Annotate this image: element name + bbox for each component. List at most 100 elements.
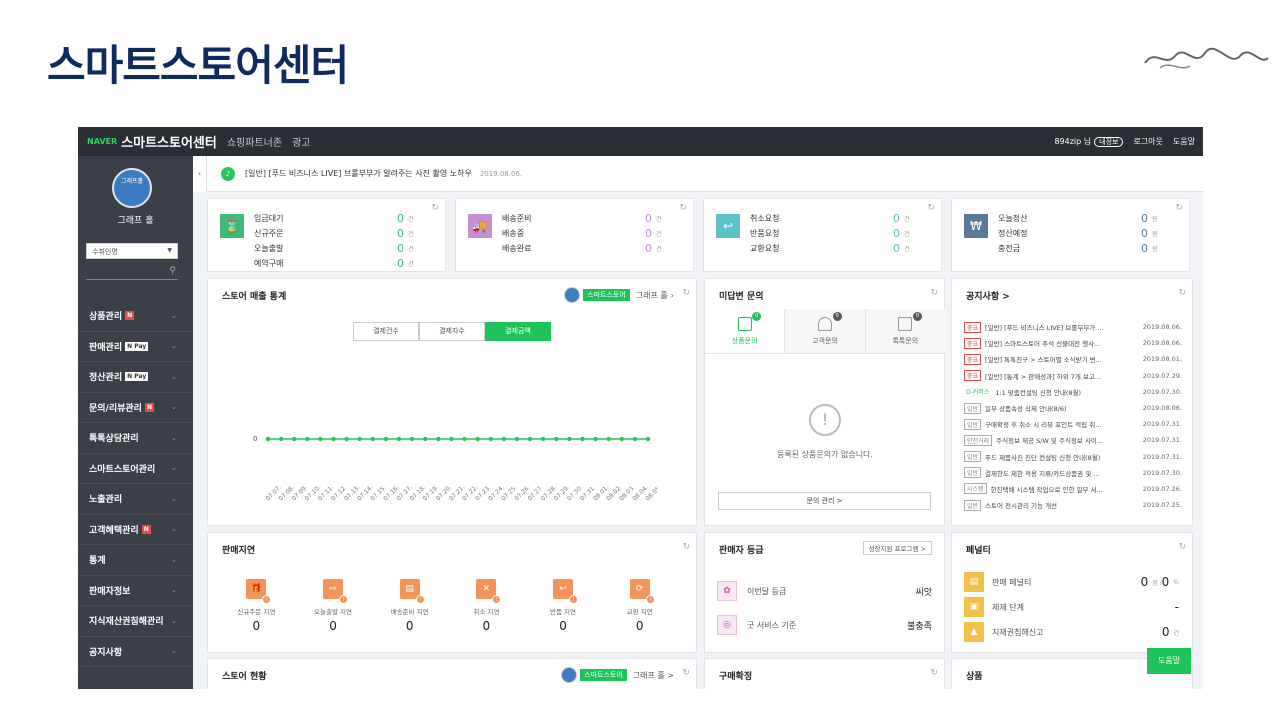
- logout-link[interactable]: 로그아웃: [1133, 137, 1163, 146]
- sidebar-item[interactable]: 판매관리 N Pay ⌄: [78, 332, 193, 362]
- stat-row[interactable]: 입금대기 0 건: [254, 212, 414, 225]
- sidebar-item[interactable]: 고객혜택관리 N ⌄: [78, 515, 193, 545]
- shop-select[interactable]: 그래프 홀: [635, 290, 668, 300]
- tab-talktalk-inquiry[interactable]: 0 톡톡문의: [864, 309, 945, 353]
- refresh-icon[interactable]: ↻: [1178, 288, 1186, 298]
- notice-item[interactable]: 일반 결제한도 제한 적용 지류/카드상품권 및 ... 2019.07.30.: [964, 465, 1182, 481]
- stat-row[interactable]: 정산예정 0 원: [998, 227, 1158, 240]
- search-icon[interactable]: ⚲: [169, 266, 176, 276]
- bell-icon: ♪: [221, 166, 235, 181]
- sanction-stage-row: ▣ 제재 단계 -: [964, 596, 1179, 618]
- sidebar-item-label: 스마트스토어관리: [89, 464, 156, 475]
- growth-program-button[interactable]: 성장지원 프로그램 >: [862, 541, 932, 555]
- data-point: [383, 436, 389, 442]
- delay-item[interactable]: ⇨! 오늘출발 지연 0: [295, 579, 372, 633]
- data-point: [449, 436, 454, 442]
- delay-item[interactable]: ✕! 취소 지연 0: [448, 579, 525, 633]
- sidebar-item[interactable]: 상품관리 N ⌄: [78, 301, 193, 332]
- sidebar-item[interactable]: 노출관리 ⌄: [78, 484, 193, 515]
- notice-item[interactable]: 일반 일부 상품속성 삭제 안내(8/6) 2019.08.06.: [964, 400, 1182, 416]
- store-status-title: 스토어 현황: [222, 672, 267, 682]
- refresh-icon[interactable]: ↻: [682, 542, 690, 552]
- avatar[interactable]: 그래프홀: [112, 168, 152, 208]
- delay-item[interactable]: ▤! 배송준비 지연 0: [371, 579, 448, 633]
- notice-item[interactable]: 중요 [일반] [푸드 비즈니스 LIVE] 브롤부부가 ... 2019.08.0…: [964, 319, 1182, 335]
- qna-title: 미답변 문의: [719, 292, 764, 302]
- sidebar-collapse-button[interactable]: ‹: [193, 156, 207, 192]
- notice-title: 한진택배 시스템 작업으로 인한 일부 서...: [990, 485, 1103, 494]
- notice-title: [일반] 스마트스토어 추석 선물대전 행사...: [985, 340, 1101, 349]
- nav-ads[interactable]: 광고: [292, 138, 311, 149]
- refresh-icon[interactable]: ↻: [927, 203, 935, 213]
- tab-payment-amount[interactable]: 결제금액: [485, 322, 551, 341]
- refresh-icon[interactable]: ↻: [682, 288, 690, 298]
- delay-item[interactable]: 🎁! 신규주문 지연 0: [218, 579, 295, 633]
- manage-inquiry-button[interactable]: 문의 관리 >: [718, 492, 931, 510]
- refresh-icon[interactable]: ↻: [930, 288, 938, 298]
- notice-date: 2019.08.01.: [1142, 355, 1182, 364]
- tab-order-count[interactable]: 결제건수: [353, 322, 419, 341]
- delay-value: 0: [559, 619, 567, 633]
- sidebar-item[interactable]: 정산관리 N Pay ⌄: [78, 362, 193, 393]
- notice-text[interactable]: [일반] [푸드 비즈니스 LIVE] 브롤부부가 알려주는 사진 촬영 노하우: [245, 169, 472, 178]
- sidebar-item[interactable]: 통계 ⌄: [78, 545, 193, 576]
- refresh-icon[interactable]: ↻: [679, 203, 687, 213]
- unanswered-qna-card: 미답변 문의 ↻ 0 상품문의 0 고객문의 0 톡톡문의 ! 등록된 상품문의가 없…: [704, 278, 945, 526]
- notice-tag: 안전거래: [964, 434, 993, 446]
- notice-item[interactable]: 중요 [일반] 스마트스토어 추석 선물대전 행사... 2019.08.06.: [964, 335, 1182, 351]
- refresh-icon[interactable]: ↻: [1178, 542, 1186, 552]
- sidebar-item[interactable]: 문의/리뷰관리 N ⌄: [78, 393, 193, 423]
- help-link[interactable]: 도움말: [1172, 137, 1195, 146]
- stat-row[interactable]: 취소요청 0 건: [750, 212, 910, 225]
- stat-row[interactable]: 배송준비 0 건: [502, 212, 662, 225]
- refresh-icon[interactable]: ↻: [431, 203, 439, 213]
- delay-item[interactable]: ⟳! 교환 지연 0: [601, 579, 678, 633]
- notice-date: 2019.08.06.: [479, 169, 523, 178]
- chevron-down-icon: ⌄: [171, 647, 177, 656]
- refresh-icon[interactable]: ↻: [1175, 203, 1183, 213]
- notice-item[interactable]: 시스템 한진택배 시스템 작업으로 인한 일부 서... 2019.07.26.: [964, 481, 1182, 497]
- stat-row[interactable]: 교환요청 0 건: [750, 242, 910, 255]
- sidebar-item[interactable]: 공지사항 ⌄: [78, 637, 193, 667]
- notice-item[interactable]: 중요 [일반] 톡톡친구 > 스토어별 소식받기 변... 2019.08.01.: [964, 351, 1182, 367]
- nav-partner-zone[interactable]: 쇼핑파트너존: [226, 138, 283, 149]
- notice-item[interactable]: 일반 구매확정 후 취소 시 리뷰 포인트 적립 취... 2019.07.31.: [964, 416, 1182, 432]
- notice-bar[interactable]: ♪ [일반] [푸드 비즈니스 LIVE] 브롤부부가 알려주는 사진 촬영 노…: [207, 156, 1203, 192]
- shop-select[interactable]: 그래프 홀 >: [632, 670, 674, 680]
- refresh-icon[interactable]: ↻: [682, 668, 690, 678]
- announcements-title[interactable]: 공지사항 >: [966, 292, 1010, 302]
- empty-message: 등록된 상품문의가 없습니다.: [777, 450, 873, 459]
- sidebar-item[interactable]: 톡톡상담관리 ⌄: [78, 423, 193, 454]
- sidebar-item[interactable]: 판매자정보 ⌄: [78, 576, 193, 606]
- data-point: [527, 436, 533, 442]
- stat-row[interactable]: 배송중 0 건: [502, 227, 662, 240]
- notice-item[interactable]: D-커머스 1:1 맞춤컨설팅 신청 안내(8월) 2019.07.30.: [964, 384, 1182, 400]
- stat-row[interactable]: 신규주문 0 건: [254, 227, 414, 240]
- refresh-icon[interactable]: ↻: [930, 668, 938, 678]
- sidebar-item[interactable]: 지식재산권침해관리 ⌄: [78, 606, 193, 637]
- tab-customer-inquiry[interactable]: 0 고객문의: [784, 309, 865, 353]
- stat-row[interactable]: 반품요청 0 건: [750, 227, 910, 240]
- stat-row[interactable]: 오늘출발 0 건: [254, 242, 414, 255]
- tab-product-inquiry[interactable]: 0 상품문의: [705, 309, 785, 353]
- sidebar-item[interactable]: 스마트스토어관리 ⌄: [78, 454, 193, 484]
- notice-tag: 중요: [964, 370, 982, 382]
- data-point: [265, 436, 271, 442]
- data-point: [488, 436, 493, 442]
- help-button[interactable]: 도움말: [1147, 648, 1191, 674]
- notice-item[interactable]: 일반 푸드 제품사진 진단 컨설팅 신청 안내(8월) 2019.07.31.: [964, 449, 1182, 465]
- stat-row[interactable]: 예약구매 0 건: [254, 257, 414, 270]
- delay-value: 0: [482, 619, 491, 633]
- tab-buyer-count[interactable]: 결제자수: [419, 322, 485, 341]
- notice-item[interactable]: 일반 스토어 전시관리 기능 개선 2019.07.25.: [964, 497, 1182, 513]
- stat-row[interactable]: 배송완료 0 건: [502, 242, 662, 255]
- notice-item[interactable]: 중요 [일반] [통계 > 판매성과] 하위 7개 보고... 2019.07.29…: [964, 368, 1182, 384]
- notice-item[interactable]: 안전거래 주식정보 제공 S/W 및 주식정보 사이... 2019.07.31.: [964, 432, 1182, 448]
- search-type-select[interactable]: 수취인명 ▼: [86, 243, 178, 259]
- stat-row[interactable]: 충전금 0 원: [998, 242, 1158, 255]
- stat-row[interactable]: 오늘정산 0 원: [998, 212, 1158, 225]
- delay-item[interactable]: ↩! 반품 지연 0: [525, 579, 602, 633]
- app-title[interactable]: 스마트스토어센터: [121, 136, 217, 151]
- my-info-button[interactable]: 내정보: [1094, 137, 1124, 147]
- search-input[interactable]: ⚲: [86, 264, 178, 280]
